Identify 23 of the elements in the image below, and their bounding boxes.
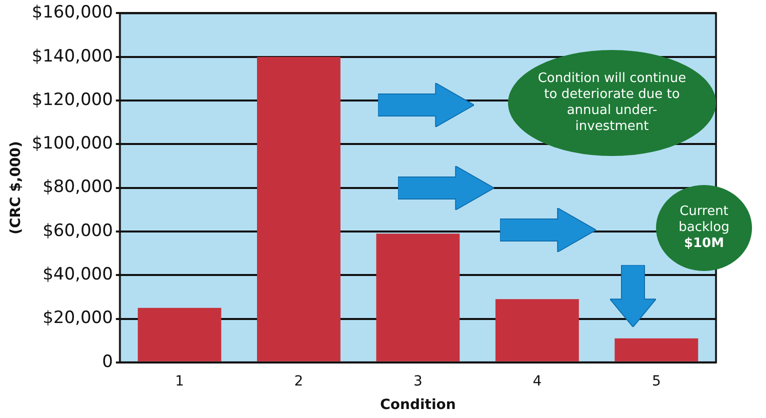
y-tick-label: $40,000: [42, 264, 113, 285]
y-tick-label: $80,000: [42, 177, 113, 198]
bar: [495, 299, 579, 362]
x-tick-label: 3: [413, 373, 422, 390]
x-tick-label: 5: [652, 373, 661, 390]
annotation: Current backlog $10M: [678, 204, 730, 252]
bar: [257, 56, 340, 362]
x-axis-title: Condition: [380, 397, 456, 414]
y-tick-label: 0: [102, 352, 113, 372]
y-tick-label: $160,000: [32, 2, 113, 23]
bar: [376, 234, 460, 362]
y-tick-label: $60,000: [42, 220, 113, 241]
x-tick-label: 4: [532, 373, 542, 390]
bar: [614, 338, 698, 362]
x-tick-label: 1: [175, 373, 184, 390]
annotation: Condition will continue to deteriorate due to annual under-investment: [536, 70, 688, 136]
y-tick-label: $120,000: [32, 90, 113, 110]
y-tick-label: $20,000: [42, 308, 113, 328]
x-tick-label: 2: [294, 373, 304, 390]
y-tick-label: $100,000: [32, 134, 113, 154]
y-tick-label: $140,000: [32, 46, 113, 66]
y-axis-title: (CRC $,000): [8, 141, 24, 234]
bar: [138, 308, 222, 362]
